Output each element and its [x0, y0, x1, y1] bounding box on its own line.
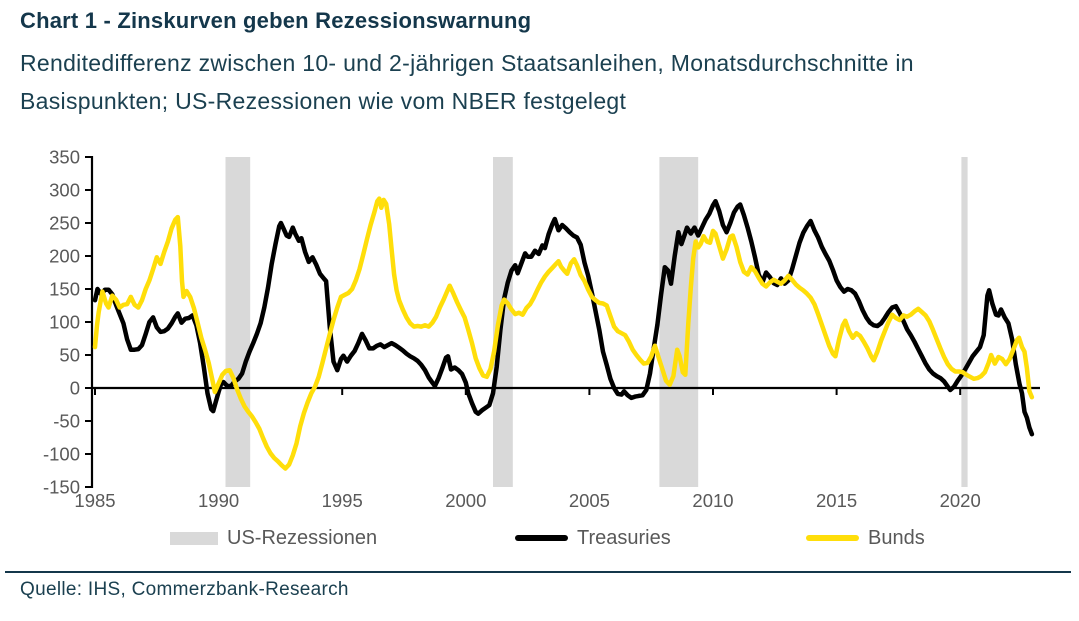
footer-divider	[5, 571, 1071, 573]
y-tick-label: -50	[53, 411, 80, 432]
bunds-line-swatch	[806, 535, 859, 541]
y-tick-label: 100	[49, 312, 80, 333]
recession-band	[659, 157, 699, 487]
x-tick-label: 1985	[74, 490, 115, 511]
x-tick-label: 2020	[940, 490, 981, 511]
legend-item-treasuries: Treasuries	[515, 523, 671, 553]
y-tick-label: 0	[70, 378, 80, 399]
x-tick-label: 1990	[198, 490, 239, 511]
chart-subtitle-line-1: Renditedifferenz zwischen 10- und 2-jähr…	[20, 50, 914, 76]
chart-subtitle-line-2: Basispunkten; US-Rezessionen wie vom NBE…	[20, 88, 627, 114]
y-tick-label: 200	[49, 246, 80, 267]
x-tick-label: 1995	[322, 490, 363, 511]
legend-item-us-recessions: US-Rezessionen	[170, 523, 377, 553]
y-tick-label: 300	[49, 180, 80, 201]
legend-item-bunds: Bunds	[806, 523, 925, 553]
recession-band	[961, 157, 968, 487]
chart-area: 350 300 250 200 150 100 50 0 -50 -100 -150 1985 1990…	[0, 140, 1079, 520]
y-tick-label: 150	[49, 279, 80, 300]
y-tick-label: -150	[43, 477, 80, 498]
chart-legend: US-Rezessionen Treasuries Bunds	[0, 523, 1079, 553]
treasuries-line-swatch	[515, 535, 568, 541]
x-tick-label: 2010	[692, 490, 733, 511]
treasuries-series-line	[92, 198, 1035, 437]
y-tick-label: -100	[43, 444, 80, 465]
y-tick-label: 50	[59, 345, 80, 366]
recession-band	[225, 157, 251, 487]
x-tick-label: 2015	[816, 490, 857, 511]
source-note: Quelle: IHS, Commerzbank-Research	[20, 579, 349, 600]
legend-label-bunds: Bunds	[868, 526, 925, 549]
y-tick-label: 250	[49, 213, 80, 234]
chart-subtitle: Renditedifferenz zwischen 10- und 2-jähr…	[20, 44, 914, 120]
y-tick-label: 350	[49, 147, 80, 168]
legend-label-treasuries: Treasuries	[577, 526, 671, 549]
us-recessions-band-swatch	[170, 531, 218, 545]
legend-label-us-recessions: US-Rezessionen	[227, 526, 378, 549]
chart-title: Chart 1 - Zinskurven geben Rezessionswar…	[20, 8, 532, 33]
x-tick-label: 2005	[569, 490, 610, 511]
bunds-series-line	[92, 196, 1035, 471]
x-tick-label: 2000	[445, 490, 486, 511]
